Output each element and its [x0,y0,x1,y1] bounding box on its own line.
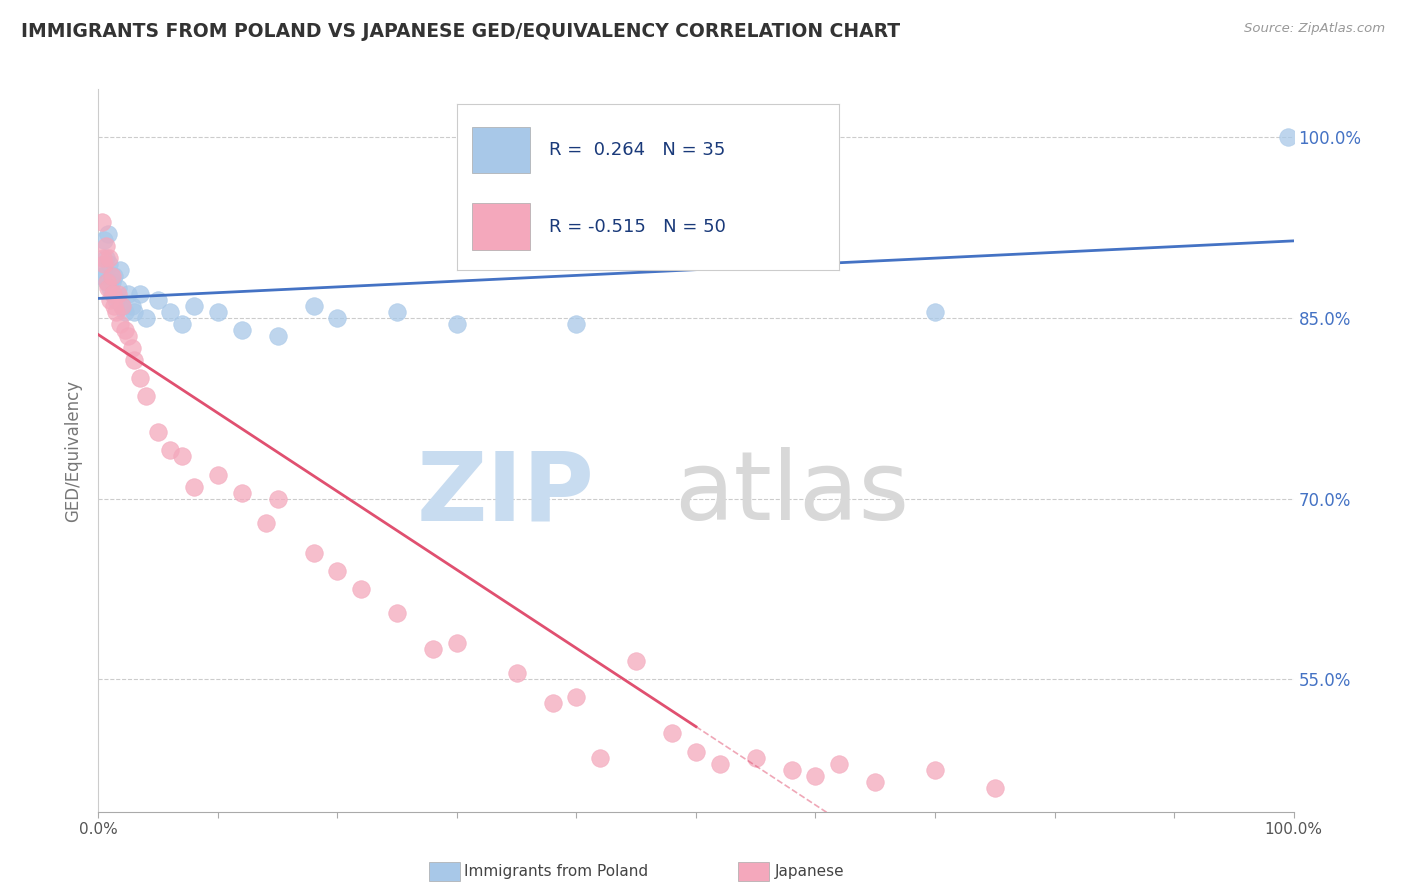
Point [148,293,170,307]
Point [1277,130,1299,145]
Point [108,317,131,331]
Point [326,564,349,578]
Point [91,251,114,265]
Text: Japanese: Japanese [775,864,845,879]
Point [302,546,325,560]
Point [207,305,229,319]
Point [172,450,194,464]
Point [103,268,125,283]
Point [121,299,143,313]
Point [422,642,444,657]
Point [661,726,683,740]
Y-axis label: GED/Equivalency: GED/Equivalency [65,379,83,522]
Point [105,305,128,319]
Point [121,341,143,355]
Point [626,654,648,668]
Point [159,443,181,458]
Point [129,286,152,301]
Point [94,251,117,265]
Point [267,491,290,506]
Point [111,299,134,313]
Point [124,305,146,319]
Point [924,305,946,319]
Point [93,257,115,271]
Point [107,286,129,301]
Point [98,251,121,265]
Text: atlas: atlas [673,447,910,541]
Point [589,750,612,764]
Point [326,310,349,325]
Text: Immigrants from Poland: Immigrants from Poland [464,864,648,879]
Point [709,756,731,771]
Point [804,769,827,783]
Point [117,286,139,301]
Point [780,763,803,777]
Point [111,299,134,313]
Point [685,744,707,758]
Point [96,275,118,289]
Point [506,666,529,681]
Point [96,275,118,289]
Point [117,329,139,343]
Point [135,389,157,403]
Text: Source: ZipAtlas.com: Source: ZipAtlas.com [1244,22,1385,36]
Point [103,299,125,313]
Point [91,268,114,283]
Point [541,696,564,710]
Point [108,263,131,277]
Point [100,275,122,289]
Point [302,299,325,313]
Point [254,516,277,530]
Text: IMMIGRANTS FROM POLAND VS JAPANESE GED/EQUIVALENCY CORRELATION CHART: IMMIGRANTS FROM POLAND VS JAPANESE GED/E… [21,22,900,41]
Point [159,305,181,319]
Point [231,485,253,500]
Point [565,317,588,331]
Point [183,299,205,313]
Point [207,467,229,482]
Point [446,636,468,650]
Text: ZIP: ZIP [416,447,595,541]
Point [446,317,468,331]
Point [107,281,129,295]
Point [745,750,768,764]
Point [100,268,122,283]
Point [97,227,120,241]
Point [114,323,136,337]
Point [350,582,373,596]
Point [101,286,124,301]
Point [98,293,122,307]
Point [385,305,409,319]
Point [91,214,114,228]
Point [385,606,409,620]
Point [101,286,124,301]
Point [135,310,157,325]
Point [565,690,588,705]
Point [172,317,194,331]
Point [114,305,136,319]
Point [865,774,887,789]
Point [148,425,170,440]
Point [94,238,117,253]
Point [91,263,114,277]
Point [924,763,946,777]
Point [267,329,290,343]
Point [231,323,253,337]
Point [828,756,851,771]
Point [98,257,121,271]
Point [183,480,205,494]
Point [93,233,115,247]
Point [129,371,152,385]
Point [984,780,1007,795]
Point [105,293,128,307]
Point [97,281,120,295]
Point [98,281,122,295]
Point [124,353,146,368]
